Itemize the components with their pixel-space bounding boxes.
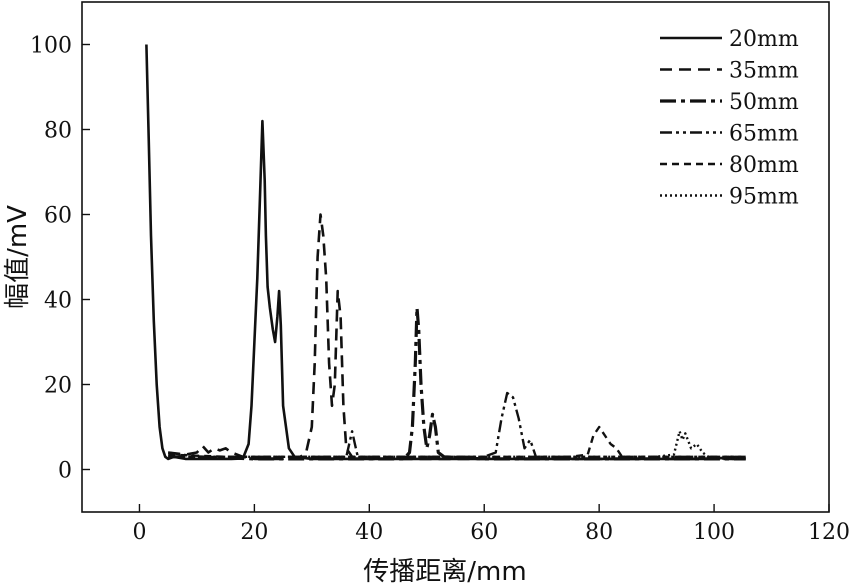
legend-label-20mm: 20mm bbox=[729, 27, 799, 52]
series-line-20mm bbox=[145, 44, 746, 461]
x-tick-label: 100 bbox=[693, 520, 735, 545]
x-tick-label: 20 bbox=[240, 520, 268, 545]
plot-area bbox=[81, 1, 830, 513]
legend-label-65mm: 65mm bbox=[729, 122, 799, 147]
y-tick-label: 60 bbox=[44, 204, 72, 229]
x-axis: 0 20 40 60 80 100 120 bbox=[132, 504, 850, 545]
legend: 20mm 35mm 50mm 65mm 80mm 95mm bbox=[660, 27, 799, 210]
y-tick-label: 40 bbox=[44, 289, 72, 314]
legend-label-80mm: 80mm bbox=[729, 153, 799, 178]
x-tick-label: 0 bbox=[132, 520, 146, 545]
y-tick-label: 100 bbox=[30, 34, 72, 59]
series-line-50mm bbox=[168, 306, 746, 461]
y-axis: 0 20 40 60 80 100 bbox=[30, 34, 90, 484]
series-line-95mm bbox=[168, 430, 746, 461]
x-tick-label: 40 bbox=[355, 520, 383, 545]
x-tick-label: 80 bbox=[585, 520, 613, 545]
y-tick-label: 20 bbox=[44, 374, 72, 399]
y-tick-label: 80 bbox=[44, 119, 72, 144]
legend-label-95mm: 95mm bbox=[729, 185, 799, 210]
series-line-35mm bbox=[168, 213, 746, 461]
series-layer bbox=[145, 44, 746, 461]
series-line-65mm bbox=[168, 391, 746, 458]
legend-label-50mm: 50mm bbox=[729, 90, 799, 115]
legend-label-35mm: 35mm bbox=[729, 59, 799, 84]
series-line-80mm bbox=[168, 425, 746, 458]
y-axis-title: 幅值/mV bbox=[3, 205, 33, 309]
x-tick-label: 120 bbox=[808, 520, 850, 545]
y-tick-label: 0 bbox=[58, 459, 72, 484]
x-tick-label: 60 bbox=[470, 520, 498, 545]
x-axis-title: 传播距离/mm bbox=[363, 557, 526, 587]
